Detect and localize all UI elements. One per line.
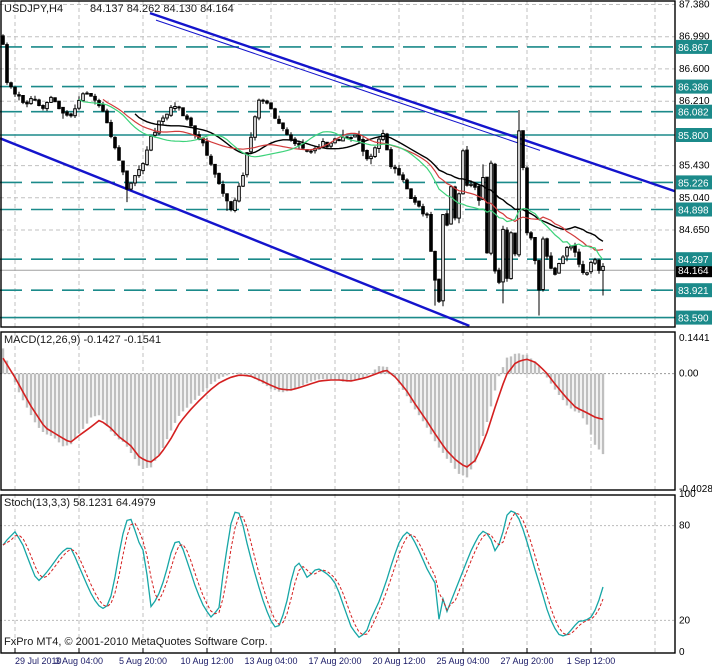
svg-text:85.040: 85.040 (679, 193, 710, 204)
svg-text:86.867: 86.867 (678, 43, 709, 54)
svg-text:87.380: 87.380 (679, 0, 710, 11)
svg-text:27 Aug 20:00: 27 Aug 20:00 (500, 656, 553, 666)
svg-text:1 Sep 12:00: 1 Sep 12:00 (567, 656, 616, 666)
svg-text:0: 0 (679, 647, 685, 658)
svg-text:100: 100 (679, 489, 696, 500)
svg-text:5 Aug 20:00: 5 Aug 20:00 (119, 656, 167, 666)
svg-text:83.590: 83.590 (678, 314, 709, 325)
svg-text:85.226: 85.226 (678, 178, 709, 189)
svg-text:25 Aug 04:00: 25 Aug 04:00 (436, 656, 489, 666)
svg-text:0.00: 0.00 (679, 369, 699, 380)
svg-text:85.800: 85.800 (678, 131, 709, 142)
svg-text:17 Aug 20:00: 17 Aug 20:00 (308, 656, 361, 666)
svg-text:86.600: 86.600 (679, 64, 710, 75)
svg-text:20 Aug 12:00: 20 Aug 12:00 (372, 656, 425, 666)
svg-text:80: 80 (679, 521, 691, 532)
svg-text:10 Aug 12:00: 10 Aug 12:00 (180, 656, 233, 666)
svg-text:86.082: 86.082 (678, 108, 709, 119)
svg-text:86.386: 86.386 (678, 83, 709, 94)
svg-text:84.650: 84.650 (679, 225, 710, 236)
svg-text:85.430: 85.430 (679, 161, 710, 172)
svg-text:MACD(12,26,9) -0.1427 -0.1541: MACD(12,26,9) -0.1427 -0.1541 (4, 334, 161, 346)
svg-text:84.164: 84.164 (678, 266, 709, 277)
svg-text:83.921: 83.921 (678, 286, 709, 297)
svg-text:FxPro MT4, © 2001-2010 MetaQuo: FxPro MT4, © 2001-2010 MetaQuotes Softwa… (4, 636, 268, 648)
svg-text:Stoch(13,3,3) 58.1231 64.4979: Stoch(13,3,3) 58.1231 64.4979 (4, 497, 156, 509)
svg-text:0.1441: 0.1441 (679, 333, 710, 344)
svg-text:84.297: 84.297 (678, 255, 709, 266)
svg-text:84.898: 84.898 (678, 206, 709, 217)
svg-text:USDJPY,H4: USDJPY,H4 (4, 3, 63, 15)
svg-text:84.137 84.262 84.130 84.164: 84.137 84.262 84.130 84.164 (90, 3, 234, 15)
svg-text:20: 20 (679, 615, 691, 626)
svg-text:3 Aug 04:00: 3 Aug 04:00 (55, 656, 103, 666)
svg-text:13 Aug 04:00: 13 Aug 04:00 (244, 656, 297, 666)
